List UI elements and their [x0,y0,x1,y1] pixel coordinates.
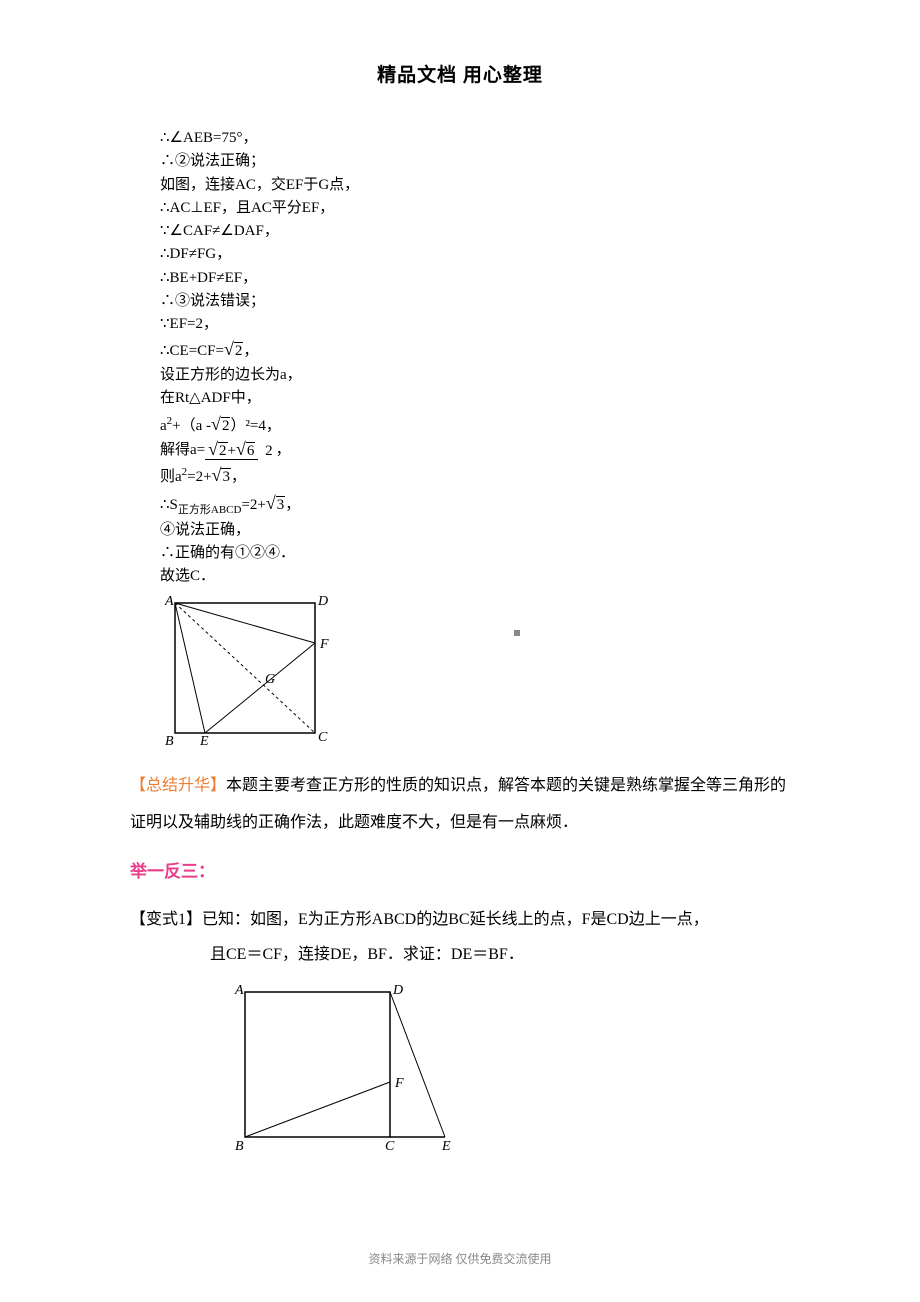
frac-num: √2+√6 [205,443,258,460]
line15-prefix: 则a [160,469,182,485]
sub-label: 正方形ABCD [178,504,242,516]
svg-text:B: B [165,734,174,748]
line16-mid: =2+ [241,497,265,513]
sqrt-content: 2 [221,417,231,434]
svg-text:A: A [164,594,174,609]
svg-text:F: F [394,1076,404,1091]
line10-suffix: ， [243,343,258,359]
svg-text:B: B [235,1139,244,1154]
summary-text: 本题主要考查正方形的性质的知识点，解答本题的关键是熟练掌握全等三角形的证明以及辅… [130,777,786,831]
section-title: 举一反三： [130,857,790,882]
solution-line-9: ∵EF=2， [160,313,790,336]
line13-mid: +（a - [172,418,211,434]
line15-suffix: ， [231,469,246,485]
line13-prefix: a [160,418,167,434]
side-marker [514,630,520,636]
svg-text:C: C [318,730,328,745]
solution-line-1: ∴∠AEB=75°， [160,127,790,150]
line15-mid: =2+ [187,469,211,485]
line16-prefix: ∴S [160,497,178,513]
frac-den: 2 [262,443,276,459]
variant-line-2: 且CE＝CF，连接DE，BF．求证：DE＝BF． [210,937,790,972]
svg-text:A: A [234,983,244,998]
svg-text:C: C [385,1139,395,1154]
sqrt-sign: √ [212,465,222,485]
svg-text:E: E [441,1139,451,1154]
line10-prefix: ∴CE=CF= [160,343,224,359]
sqrt-sign: √ [266,493,276,513]
solution-line-6: ∴DF≠FG， [160,243,790,266]
solution-line-8: ∴③说法错误； [160,290,790,313]
svg-text:D: D [317,594,328,609]
sqrt-content: 2 [234,342,244,359]
solution-line-14: 解得a= √2+√6 2 ， [160,439,790,462]
sqrt-content: 3 [221,468,231,485]
solution-line-5: ∵∠CAF≠∠DAF， [160,220,790,243]
summary-section: 【总结升华】本题主要考查正方形的性质的知识点，解答本题的关键是熟练掌握全等三角形… [130,768,790,842]
summary-label: 【总结升华】 [130,777,226,794]
solution-line-2: ∴②说法正确； [160,150,790,173]
solution-line-12: 在Rt△ADF中， [160,387,790,410]
line14-prefix: 解得a= [160,439,205,462]
geometry-diagram-1: A D F G B E C [160,593,790,753]
page-header: 精品文档 用心整理 [130,60,790,87]
sqrt-sign: √ [224,339,234,359]
solution-block: ∴∠AEB=75°， ∴②说法正确； 如图，连接AC，交EF于G点， ∴AC⊥E… [160,127,790,588]
svg-text:E: E [199,734,209,748]
svg-text:G: G [265,672,275,687]
variant-problem: 【变式1】已知：如图，E为正方形ABCD的边BC延长线上的点，F是CD边上一点，… [130,902,790,972]
solution-line-15: 则a2=2+√3， [160,462,790,490]
geometry-diagram-2: A D F B C E [230,982,790,1162]
solution-line-17: ④说法正确， [160,519,790,542]
solution-line-19: 故选C． [160,565,790,588]
sqrt-content: 3 [276,496,286,513]
line14-suffix: ， [276,439,291,462]
solution-line-11: 设正方形的边长为a， [160,364,790,387]
solution-line-4: ∴AC⊥EF，且AC平分EF， [160,197,790,220]
solution-line-10: ∴CE=CF=√2， [160,336,790,364]
solution-line-16: ∴S正方形ABCD=2+√3， [160,490,790,519]
solution-line-18: ∴正确的有①②④． [160,542,790,565]
svg-text:D: D [392,983,403,998]
svg-text:F: F [319,637,329,652]
fraction: √2+√6 2 [205,440,276,460]
variant-line-1: 【变式1】已知：如图，E为正方形ABCD的边BC延长线上的点，F是CD边上一点， [130,902,790,937]
solution-line-7: ∴BE+DF≠EF， [160,267,790,290]
line16-suffix: ， [285,497,300,513]
solution-line-3: 如图，连接AC，交EF于G点， [160,174,790,197]
line13-suffix: ）²=4， [230,418,280,434]
solution-line-13: a2+（a -√2）²=4， [160,411,790,439]
page-footer: 资料来源于网络 仅供免费交流使用 [0,1250,920,1267]
sqrt-sign: √ [211,414,221,434]
